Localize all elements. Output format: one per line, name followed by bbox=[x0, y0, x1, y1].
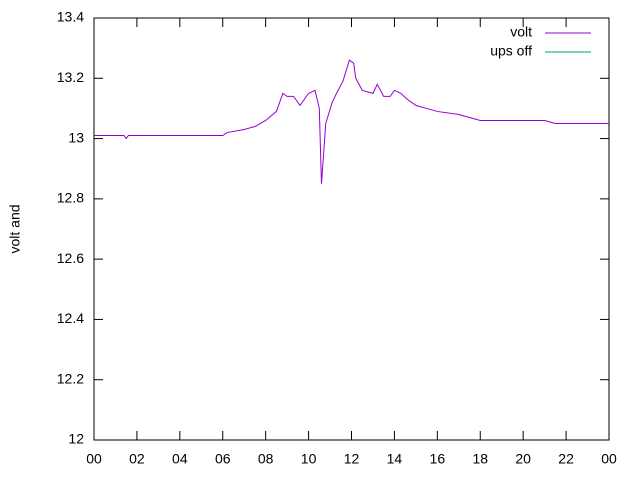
x-tick-label: 22 bbox=[558, 451, 574, 467]
y-axis-label: volt and bbox=[7, 204, 23, 253]
x-tick-label: 14 bbox=[387, 451, 403, 467]
data-line bbox=[94, 59, 609, 184]
y-tick-label: 12.8 bbox=[57, 190, 84, 206]
y-tick-label: 13 bbox=[68, 129, 84, 145]
x-tick-label: 02 bbox=[129, 451, 145, 467]
x-tick-label: 18 bbox=[472, 451, 488, 467]
x-tick-label: 00 bbox=[601, 451, 617, 467]
x-tick-label: 16 bbox=[430, 451, 446, 467]
legend-label: ups off bbox=[490, 43, 532, 59]
x-tick-label: 04 bbox=[172, 451, 188, 467]
x-tick-label: 20 bbox=[515, 451, 531, 467]
y-tick-label: 12.6 bbox=[57, 250, 84, 266]
x-tick-label: 12 bbox=[344, 451, 360, 467]
x-tick-label: 06 bbox=[215, 451, 231, 467]
x-tick-label: 00 bbox=[86, 451, 102, 467]
y-tick-label: 13.4 bbox=[57, 9, 84, 25]
x-tick-label: 10 bbox=[301, 451, 317, 467]
y-tick-label: 12.2 bbox=[57, 370, 84, 386]
plot-frame bbox=[93, 17, 610, 441]
y-tick-label: 12.4 bbox=[57, 310, 84, 326]
y-tick-label: 12 bbox=[68, 431, 84, 447]
y-tick-label: 13.2 bbox=[57, 69, 84, 85]
legend-label: volt bbox=[510, 24, 532, 40]
x-tick-label: 08 bbox=[258, 451, 274, 467]
